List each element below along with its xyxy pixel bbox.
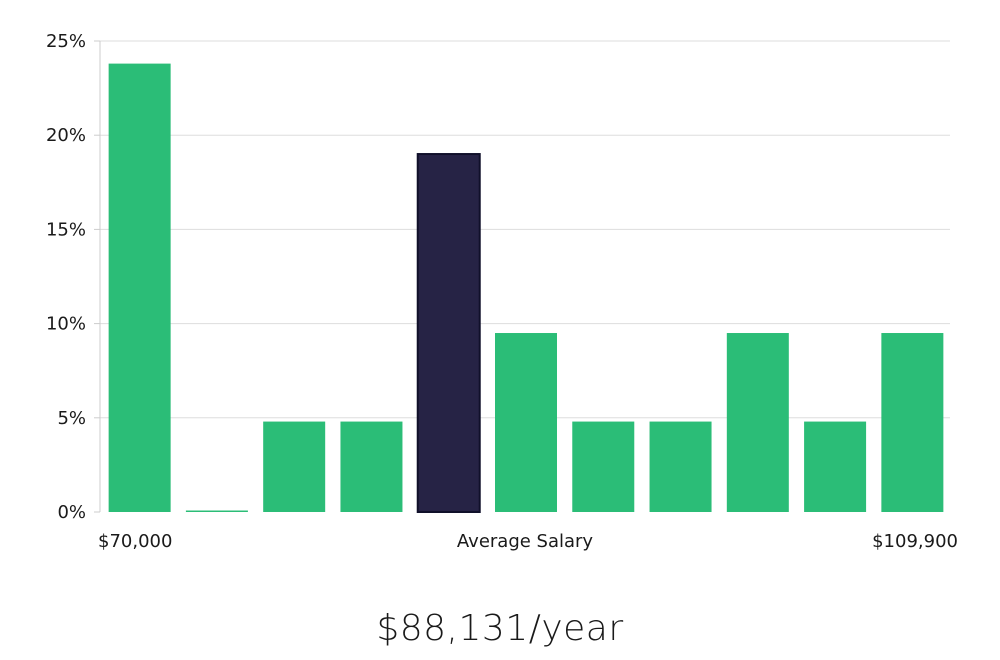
y-tick-label: 0% <box>57 502 86 523</box>
bar <box>804 421 867 512</box>
bar <box>185 510 248 512</box>
bar <box>495 333 557 512</box>
x-axis-title: Average Salary <box>457 531 594 552</box>
x-axis-min-label: $70,000 <box>98 531 172 552</box>
y-tick-label: 15% <box>46 219 86 240</box>
y-tick-label: 5% <box>57 408 86 429</box>
x-axis-max-label: $109,900 <box>872 531 958 552</box>
bar <box>572 421 635 512</box>
salary-histogram: 0%5%10%15%20%25% $70,000 Average Salary … <box>46 31 958 552</box>
bar <box>340 421 403 512</box>
y-tick-label: 20% <box>46 125 86 146</box>
bar <box>263 421 326 512</box>
bar <box>108 63 171 512</box>
bar <box>881 333 944 512</box>
average-salary-value: $88,131/year <box>376 608 624 649</box>
bar <box>649 421 712 512</box>
gridlines <box>100 40 950 419</box>
bar-highlighted <box>416 153 481 513</box>
y-tick-label: 10% <box>46 314 86 335</box>
bars <box>108 63 944 513</box>
y-tick-label: 25% <box>46 31 86 52</box>
bar <box>726 333 789 512</box>
y-axis-ticks: 0% 5% 10% 15% 20% 25% <box>46 31 100 523</box>
